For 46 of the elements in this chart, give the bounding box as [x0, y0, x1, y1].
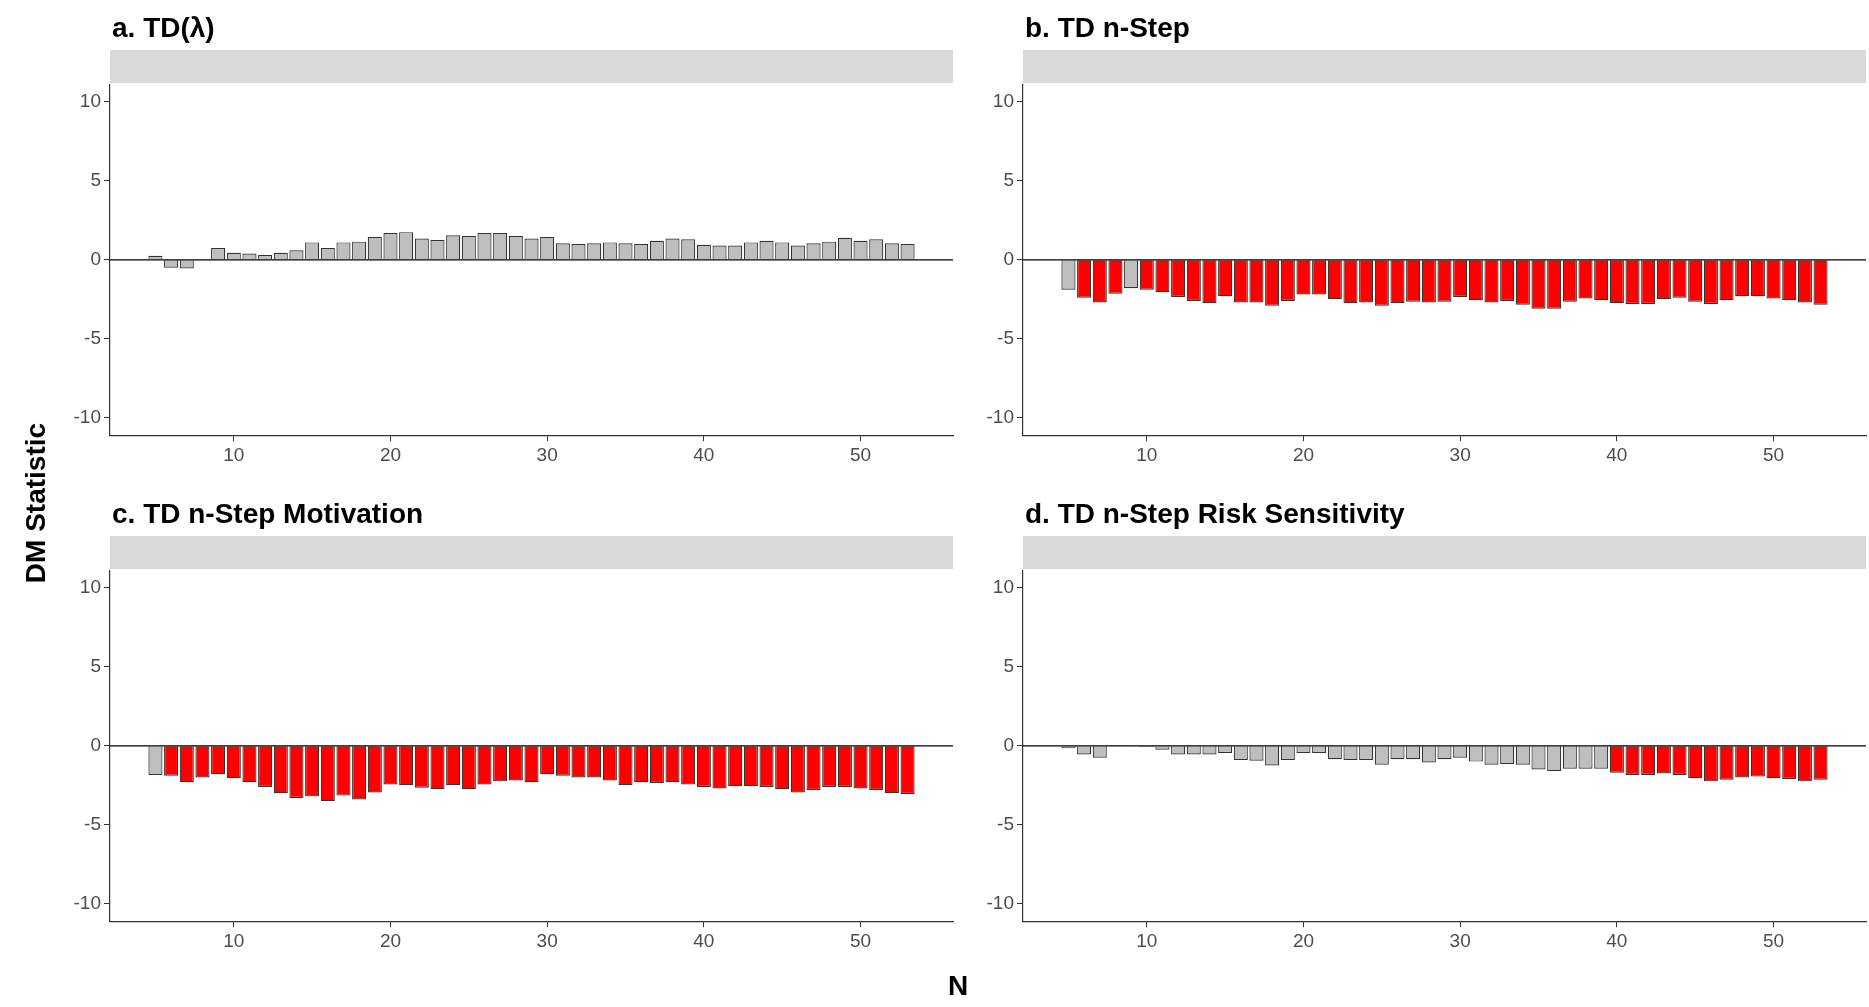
- y-tick-label: -5: [84, 327, 101, 349]
- x-axis-title: N: [947, 970, 969, 1002]
- x-tick-label: 40: [693, 929, 715, 951]
- y-tick-label: 0: [1003, 734, 1014, 756]
- chart-title: d. TD n-Step Risk Sensitivity: [1025, 498, 1405, 530]
- y-tick-label: 10: [992, 90, 1014, 112]
- x-tick-label: 20: [1292, 929, 1315, 951]
- y-tick-label: -5: [997, 813, 1014, 835]
- y-tick-label: -5: [997, 327, 1014, 349]
- x-tick-label: 30: [1449, 929, 1471, 951]
- x-tick-label: 50: [1762, 929, 1785, 951]
- y-axis-title: DM Statistic: [20, 422, 52, 584]
- x-tick-label: 30: [536, 929, 558, 951]
- chart-title: b. TD n-Step: [1025, 12, 1190, 44]
- y-tick-label: 5: [1003, 655, 1014, 677]
- chart-title: c. TD n-Step Motivation: [112, 498, 424, 530]
- x-tick-label: 10: [223, 443, 245, 465]
- x-tick-label: 10: [223, 929, 245, 951]
- x-tick-label: 20: [379, 443, 402, 465]
- x-tick-label: 50: [849, 929, 872, 951]
- y-tick-label: 0: [1003, 248, 1014, 270]
- x-tick-label: 30: [536, 443, 558, 465]
- x-tick-label: 30: [1449, 443, 1471, 465]
- y-tick-label: 5: [90, 655, 101, 677]
- x-tick-label: 20: [1292, 443, 1315, 465]
- y-tick-label: 10: [79, 90, 101, 112]
- y-tick-label: -10: [986, 892, 1014, 914]
- x-tick-label: 20: [379, 929, 402, 951]
- y-tick-label: -10: [73, 892, 101, 914]
- y-tick-label: 0: [90, 248, 101, 270]
- y-tick-label: 5: [90, 169, 101, 191]
- y-tick-label: 10: [992, 576, 1014, 598]
- x-tick-label: 50: [1762, 443, 1785, 465]
- x-tick-label: 40: [1606, 929, 1628, 951]
- x-tick-label: 10: [1136, 929, 1158, 951]
- y-tick-label: -5: [84, 813, 101, 835]
- x-tick-label: 40: [1606, 443, 1628, 465]
- x-tick-label: 10: [1136, 443, 1158, 465]
- x-tick-label: 40: [693, 443, 715, 465]
- y-tick-label: 5: [1003, 169, 1014, 191]
- x-tick-label: 50: [849, 443, 872, 465]
- y-tick-label: 0: [90, 734, 101, 756]
- y-tick-label: 10: [79, 576, 101, 598]
- y-tick-label: -10: [986, 406, 1014, 428]
- chart-title: a. TD(λ): [112, 12, 215, 44]
- y-tick-label: -10: [73, 406, 101, 428]
